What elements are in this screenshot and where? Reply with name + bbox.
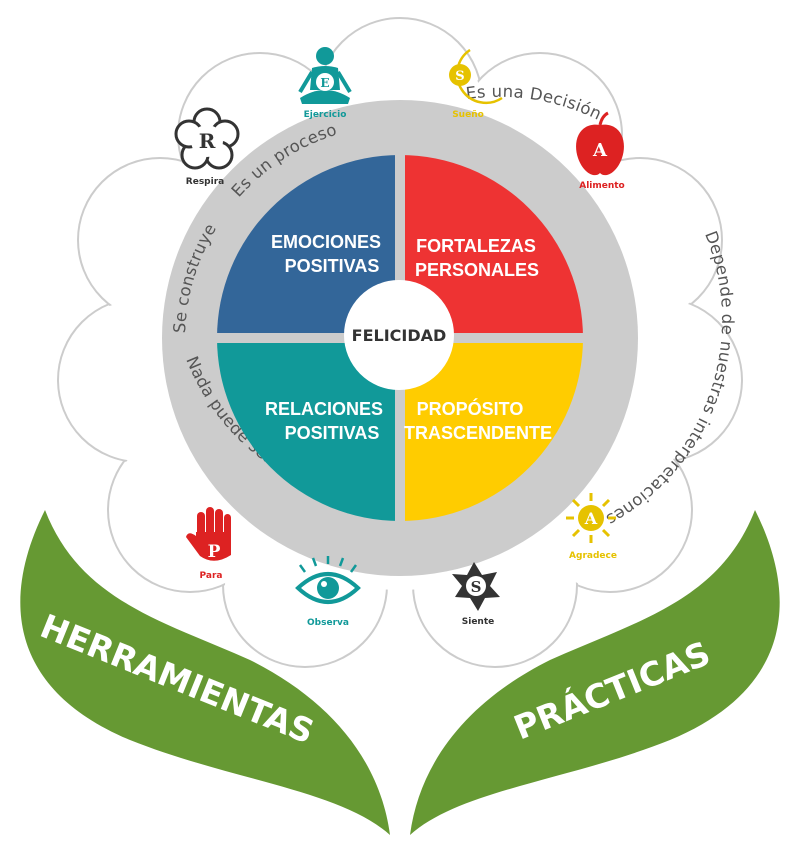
flower-icon: R	[174, 107, 240, 170]
tool-label-respira: Respira	[186, 177, 224, 187]
tool-label-alimento: Alimento	[579, 181, 625, 191]
alimento-letter: A	[592, 140, 608, 161]
quadrant-label-emociones-1: EMOCIONES	[271, 232, 381, 252]
quadrant-label-fortalezas-1: FORTALEZAS	[416, 236, 536, 256]
agradece-letter: A	[584, 509, 598, 528]
star-icon: S	[452, 562, 500, 611]
siente-letter: S	[471, 578, 482, 596]
sun-icon: A	[566, 493, 616, 543]
quadrant-label-proposito-1: PROPÓSITO	[417, 398, 524, 419]
hand-icon: P	[186, 507, 231, 562]
center-circle	[344, 280, 454, 390]
tool-label-siente: Siente	[462, 617, 494, 627]
tool-label-sueno: Sueño	[452, 110, 484, 120]
left-leaf	[20, 510, 390, 835]
eye-icon	[295, 556, 361, 604]
quadrant-label-emociones-2: POSITIVAS	[285, 256, 380, 276]
para-letter: P	[208, 542, 221, 562]
tool-label-agradece: Agradece	[569, 551, 617, 561]
quadrant-label-proposito-2: TRASCENDENTE	[404, 423, 552, 443]
right-leaf	[410, 510, 780, 835]
quadrant-label-relaciones-2: POSITIVAS	[285, 423, 380, 443]
respira-letter: R	[199, 129, 216, 153]
sueno-letter: S	[455, 69, 464, 84]
tool-label-observa: Observa	[307, 618, 349, 628]
moon-icon: S	[449, 48, 503, 105]
apple-icon: A	[576, 111, 624, 176]
meditation-icon: E	[298, 47, 352, 104]
quadrant-label-relaciones-1: RELACIONES	[265, 399, 383, 419]
center-label: FELICIDAD	[352, 326, 447, 345]
tool-label-para: Para	[200, 571, 223, 581]
ejercicio-letter: E	[320, 76, 329, 90]
quadrant-label-fortalezas-2: PERSONALES	[415, 260, 539, 280]
tool-label-ejercicio: Ejercicio	[304, 110, 347, 120]
